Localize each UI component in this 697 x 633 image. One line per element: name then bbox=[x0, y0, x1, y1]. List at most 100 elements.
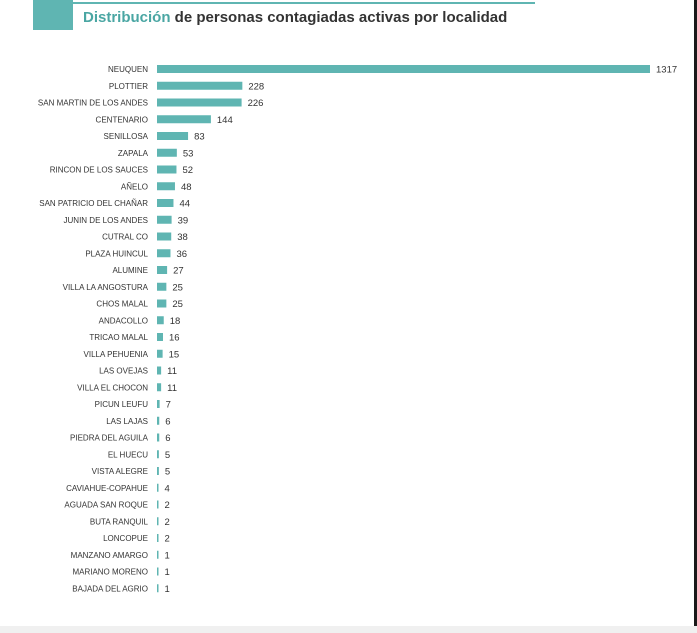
value-label: 7 bbox=[166, 400, 171, 411]
bar bbox=[157, 433, 160, 442]
bar bbox=[157, 467, 159, 475]
category-label: MANZANO AMARGO bbox=[71, 551, 148, 560]
category-label: EL HUECU bbox=[108, 450, 148, 459]
category-label: CENTENARIO bbox=[96, 115, 148, 124]
header-rule bbox=[73, 2, 535, 4]
category-label: ZAPALA bbox=[118, 149, 149, 158]
bar bbox=[157, 483, 159, 492]
value-label: 4 bbox=[165, 483, 170, 494]
value-label: 44 bbox=[179, 199, 190, 210]
value-label: 228 bbox=[248, 81, 264, 92]
category-label: VILLA LA ANGOSTURA bbox=[63, 283, 149, 292]
bar bbox=[157, 65, 650, 73]
value-label: 38 bbox=[177, 232, 188, 243]
chart-title-accent: Distribución bbox=[83, 9, 171, 26]
bar bbox=[157, 215, 172, 224]
category-label: AGUADA SAN ROQUE bbox=[64, 501, 148, 510]
bar bbox=[157, 400, 160, 408]
value-label: 1317 bbox=[656, 65, 677, 76]
category-label: LAS LAJAS bbox=[106, 417, 148, 426]
category-label: PICUN LEUFU bbox=[95, 400, 149, 409]
category-label: JUNIN DE LOS ANDES bbox=[64, 216, 148, 225]
value-label: 11 bbox=[167, 366, 177, 377]
header-accent-block bbox=[33, 0, 73, 30]
category-label: CHOS MALAL bbox=[96, 300, 148, 309]
value-label: 83 bbox=[194, 132, 205, 143]
value-label: 18 bbox=[170, 316, 181, 327]
value-label: 25 bbox=[172, 299, 183, 310]
bottom-edge bbox=[0, 626, 697, 633]
bar bbox=[157, 416, 160, 425]
bar bbox=[157, 450, 159, 459]
bar bbox=[157, 299, 167, 308]
category-label: VILLA PEHUENIA bbox=[84, 350, 149, 359]
category-label: SAN PATRICIO DEL CHAÑAR bbox=[39, 199, 148, 208]
value-label: 1 bbox=[165, 567, 170, 578]
bar bbox=[157, 165, 177, 174]
value-label: 1 bbox=[165, 550, 170, 561]
value-label: 48 bbox=[181, 182, 192, 193]
category-label: PLOTTIER bbox=[109, 82, 148, 91]
category-label: BAJADA DEL AGRIO bbox=[72, 584, 148, 593]
bar bbox=[157, 249, 171, 258]
value-label: 5 bbox=[165, 450, 170, 461]
bar bbox=[157, 266, 168, 274]
bar bbox=[157, 584, 159, 593]
bar bbox=[157, 199, 174, 207]
category-label: LAS OVEJAS bbox=[99, 367, 148, 376]
category-label: LONCOPUE bbox=[103, 534, 148, 543]
bar bbox=[157, 550, 159, 559]
bar bbox=[157, 98, 242, 107]
bar bbox=[157, 500, 159, 509]
category-label: MARIANO MORENO bbox=[72, 568, 148, 577]
value-label: 2 bbox=[165, 517, 170, 528]
value-label: 39 bbox=[178, 215, 189, 226]
chart-title-rest: de personas contagiadas activas por loca… bbox=[170, 9, 508, 26]
bar bbox=[157, 333, 163, 341]
value-label: 25 bbox=[172, 282, 183, 293]
category-label: SENILLOSA bbox=[104, 132, 149, 141]
category-label: CUTRAL CO bbox=[102, 233, 148, 242]
category-label: BUTA RANQUIL bbox=[90, 517, 149, 526]
bar bbox=[157, 567, 159, 576]
value-label: 6 bbox=[165, 416, 170, 427]
bar bbox=[157, 316, 164, 325]
value-label: 1 bbox=[165, 584, 170, 595]
bar bbox=[157, 366, 162, 375]
category-label: RINCON DE LOS SAUCES bbox=[50, 166, 148, 175]
chart-title: Distribución de personas contagiadas act… bbox=[83, 9, 507, 26]
category-label: SAN MARTIN DE LOS ANDES bbox=[38, 99, 148, 108]
value-label: 36 bbox=[176, 249, 187, 260]
value-label: 6 bbox=[165, 433, 170, 444]
bar bbox=[157, 383, 162, 392]
value-label: 2 bbox=[165, 534, 170, 545]
value-label: 11 bbox=[167, 383, 177, 394]
bar bbox=[157, 81, 243, 90]
value-label: 16 bbox=[169, 333, 180, 344]
category-label: PIEDRA DEL AGUILA bbox=[70, 434, 149, 443]
category-label: AÑELO bbox=[121, 182, 148, 191]
bar bbox=[157, 517, 159, 526]
bar bbox=[157, 282, 167, 291]
bar bbox=[157, 148, 177, 157]
value-label: 27 bbox=[173, 266, 184, 277]
value-label: 5 bbox=[165, 467, 170, 478]
value-label: 15 bbox=[169, 349, 180, 360]
bar bbox=[157, 349, 163, 358]
value-label: 52 bbox=[182, 165, 193, 176]
category-label: CAVIAHUE-COPAHUE bbox=[66, 484, 148, 493]
bar bbox=[157, 115, 211, 124]
value-label: 226 bbox=[248, 98, 264, 109]
category-label: PLAZA HUINCUL bbox=[85, 249, 148, 258]
value-label: 53 bbox=[183, 148, 194, 159]
category-label: TRICAO MALAL bbox=[89, 333, 148, 342]
bar bbox=[157, 232, 172, 241]
category-label: NEUQUEN bbox=[108, 65, 148, 74]
category-label: VILLA EL CHOCON bbox=[77, 383, 148, 392]
category-label: ALUMINE bbox=[112, 266, 148, 275]
bar bbox=[157, 132, 189, 140]
category-label: VISTA ALEGRE bbox=[92, 467, 148, 476]
bar bbox=[157, 182, 175, 191]
